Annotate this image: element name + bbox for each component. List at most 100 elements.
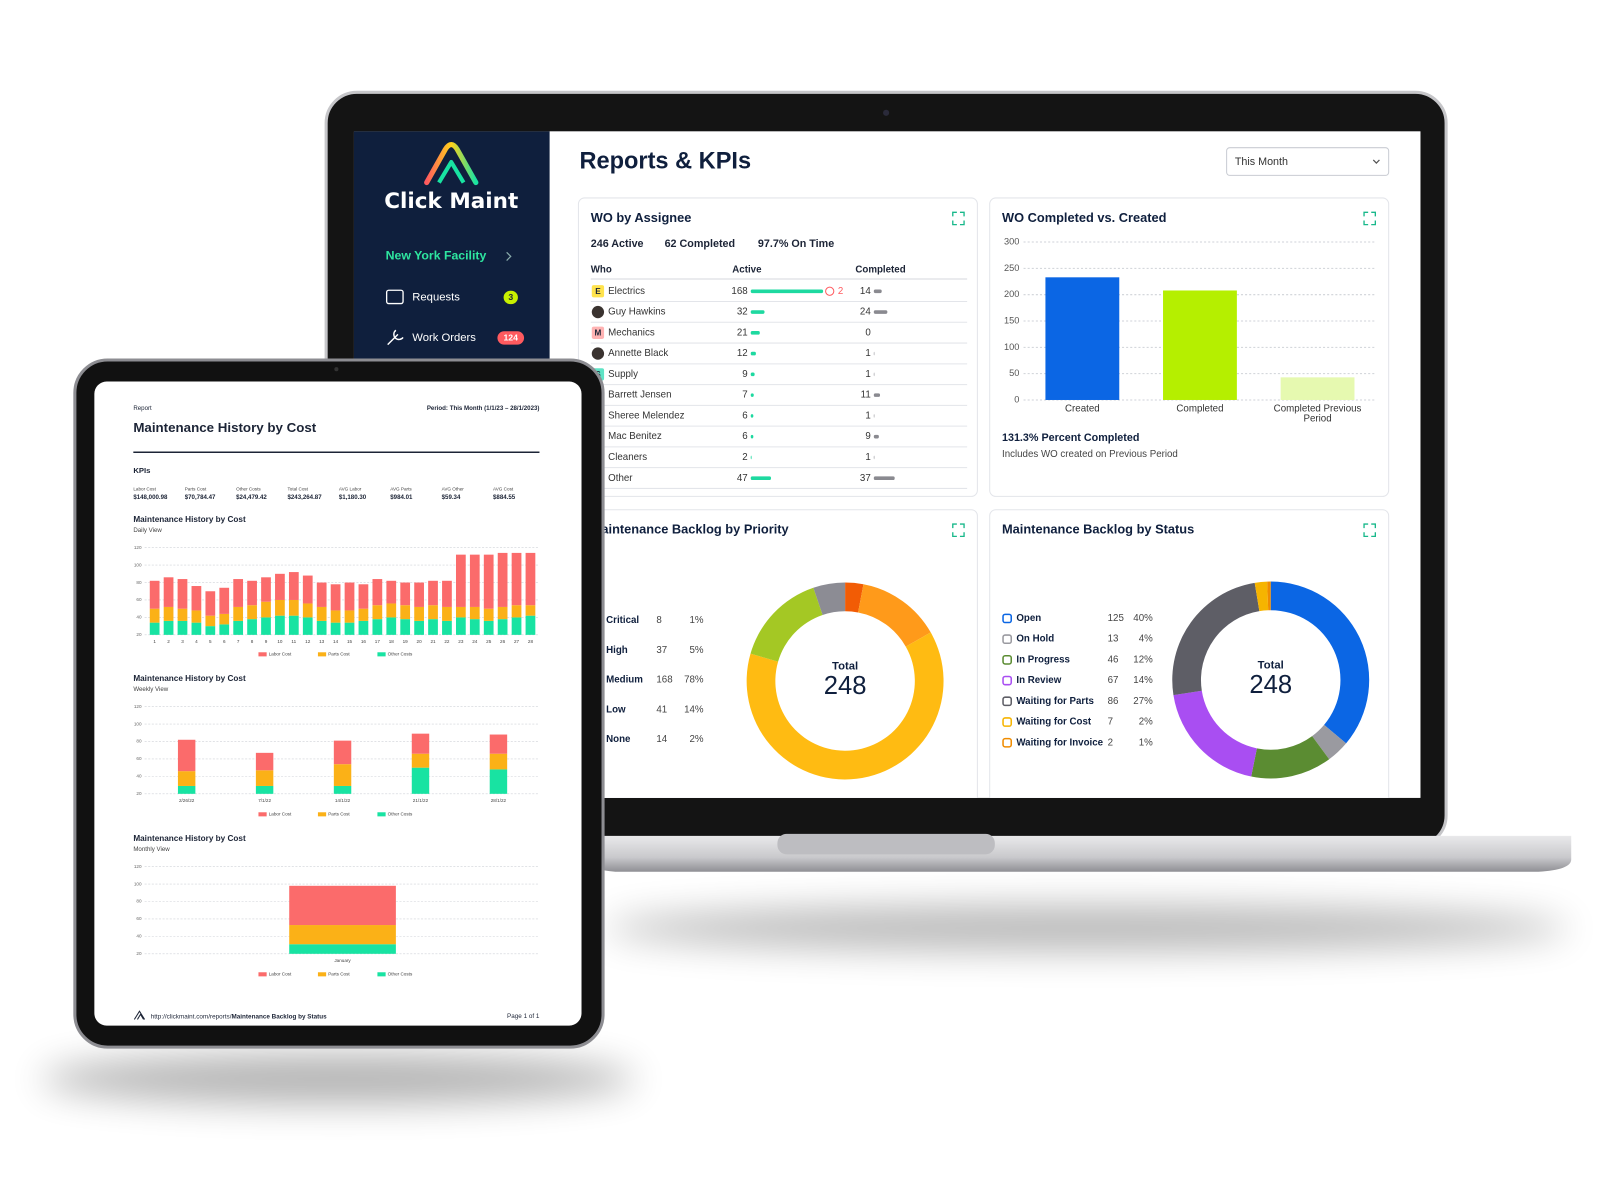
legend-label: In Progress bbox=[1016, 654, 1070, 665]
x-tick-label: 24 bbox=[472, 639, 478, 644]
bar-segment bbox=[177, 771, 196, 786]
bar-segment bbox=[455, 606, 466, 618]
bar-segment bbox=[344, 582, 355, 611]
nav-item[interactable]: Work Orders bbox=[412, 332, 476, 344]
card bbox=[577, 197, 978, 497]
bar-segment bbox=[288, 615, 299, 635]
assignee-name: Guy Hawkins bbox=[608, 307, 665, 318]
legend-label: Other Costs bbox=[388, 812, 413, 817]
bar-segment bbox=[316, 582, 327, 607]
x-tick-label: 14/1/22 bbox=[335, 798, 351, 803]
bar-segment bbox=[219, 624, 230, 635]
row-icon bbox=[591, 326, 605, 339]
x-tick-label: 5 bbox=[209, 639, 212, 644]
bar-segment bbox=[358, 620, 369, 635]
summary-stat: 246 Active bbox=[591, 238, 644, 250]
chevron[interactable] bbox=[506, 251, 512, 261]
brand-name: Click Maint bbox=[384, 189, 518, 214]
y-tick-label: 60 bbox=[136, 597, 142, 602]
period-select[interactable] bbox=[1226, 147, 1390, 176]
period-select-value[interactable]: This Month bbox=[1235, 156, 1288, 168]
bar-segment bbox=[261, 577, 271, 602]
avatar bbox=[591, 347, 605, 360]
legend-swatch bbox=[258, 812, 267, 817]
y-tick-label: 20 bbox=[136, 791, 142, 796]
legend-value: 8 bbox=[656, 615, 661, 626]
kpi-label: Other Costs bbox=[236, 486, 261, 491]
expand-icons[interactable] bbox=[952, 211, 1376, 538]
completed-bar bbox=[873, 393, 881, 397]
work-orders-icon bbox=[387, 329, 404, 346]
report-label: Report bbox=[133, 405, 152, 412]
bar-segment bbox=[149, 622, 160, 635]
legend-label: Parts Cost bbox=[328, 652, 350, 657]
expand-icon[interactable] bbox=[952, 523, 965, 538]
kpi-value: $884.55 bbox=[493, 494, 516, 501]
bar-segment bbox=[489, 753, 508, 770]
legend-swatch bbox=[317, 652, 327, 657]
y-tick-label: 100 bbox=[134, 881, 142, 886]
bar-segment bbox=[233, 606, 244, 621]
bar-segment bbox=[489, 734, 508, 754]
report-title: Maintenance History by Cost bbox=[133, 420, 316, 435]
bar-segment bbox=[191, 586, 202, 611]
active-count: 6 bbox=[742, 431, 747, 442]
expand-icon[interactable] bbox=[1363, 523, 1376, 538]
y-tick-label: 100 bbox=[1004, 342, 1019, 352]
kpi-label: AVG Other bbox=[442, 486, 465, 491]
nav-badge-count: 3 bbox=[508, 292, 513, 302]
bar-segment bbox=[414, 620, 424, 635]
legend-swatch bbox=[258, 652, 267, 657]
bar-segment bbox=[316, 606, 327, 621]
bar-segment bbox=[411, 733, 430, 754]
completed-count: 14 bbox=[860, 286, 871, 297]
bar-segment bbox=[149, 608, 160, 623]
legend-label: Labor Cost bbox=[269, 972, 292, 977]
kpi-label: AVG Labor bbox=[339, 486, 362, 491]
legend-percent: 5% bbox=[689, 645, 703, 656]
bar-segment bbox=[469, 554, 480, 607]
bar-segment bbox=[386, 617, 397, 635]
expand-icon[interactable] bbox=[952, 211, 965, 226]
active-bar bbox=[750, 476, 771, 480]
assignee-name: Annette Black bbox=[608, 348, 668, 359]
bar-segment bbox=[255, 752, 274, 771]
x-tick-label: Completed Previous Period bbox=[1274, 404, 1362, 424]
bar-segment bbox=[330, 622, 341, 635]
legend-swatch bbox=[377, 652, 386, 657]
facility-name: New York Facility bbox=[386, 249, 487, 263]
row-icon-letter: M bbox=[595, 328, 602, 337]
requests-icon bbox=[385, 289, 404, 305]
chart-subtitle: Weekly View bbox=[133, 686, 168, 693]
bar-segment bbox=[330, 584, 341, 611]
x-tick-label: Completed bbox=[1176, 404, 1223, 414]
completed-bar bbox=[873, 414, 875, 418]
bar-segment bbox=[333, 764, 352, 786]
completed-count: 37 bbox=[860, 473, 871, 484]
x-tick-label: 9 bbox=[265, 639, 268, 644]
status-icon bbox=[1002, 634, 1013, 645]
logo bbox=[424, 142, 479, 186]
bar-segment bbox=[400, 605, 411, 620]
expand-icon[interactable] bbox=[1363, 211, 1376, 226]
nav-item[interactable]: Requests bbox=[412, 291, 460, 303]
row-icon-letter: E bbox=[595, 287, 601, 296]
avatar bbox=[591, 305, 605, 319]
chart-title: Maintenance History by Cost bbox=[133, 674, 246, 683]
scene: Click Maint New York Facility Requests 3 Wor… bbox=[41, 90, 1572, 1104]
bar-segment bbox=[428, 619, 438, 635]
bar-segment bbox=[483, 620, 494, 635]
completed-bar bbox=[873, 289, 882, 294]
y-tick-label: 40 bbox=[136, 615, 142, 620]
bar-segment bbox=[483, 608, 494, 621]
page-title: Reports & KPIs bbox=[579, 147, 751, 173]
bar-segment bbox=[255, 770, 274, 786]
bar-segment bbox=[469, 619, 480, 635]
kpi-label: AVG Cost bbox=[493, 486, 514, 491]
assignee-name: Mac Benitez bbox=[608, 431, 662, 442]
kpi-value: $148,000.98 bbox=[133, 494, 168, 501]
assignee-name: Sheree Melendez bbox=[608, 410, 684, 421]
chart-subtitle: Daily View bbox=[133, 527, 162, 534]
x-tick-label: 22 bbox=[444, 639, 450, 644]
